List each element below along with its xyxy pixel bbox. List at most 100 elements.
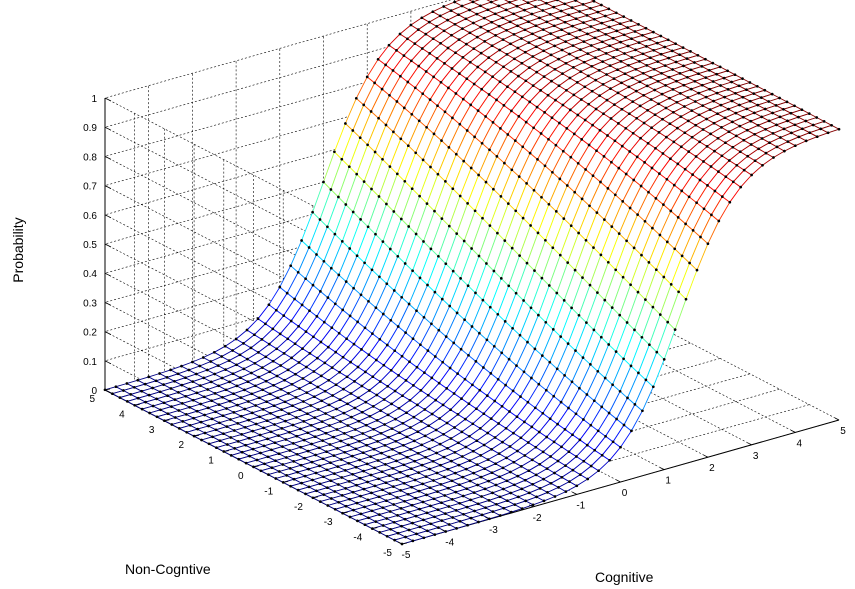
mesh-point	[582, 60, 586, 64]
mesh-point	[314, 471, 318, 475]
mesh-point	[344, 122, 347, 125]
mesh-point	[615, 417, 618, 421]
mesh-point	[620, 107, 624, 111]
mesh-point	[634, 89, 638, 93]
z-tick-mark	[104, 214, 112, 219]
mesh-point	[384, 123, 388, 127]
mesh-point	[471, 0, 475, 4]
mesh-point	[282, 352, 286, 355]
mesh-point	[667, 75, 671, 79]
mesh-point	[396, 514, 399, 517]
mesh-point	[513, 503, 517, 506]
mesh-point	[490, 44, 494, 48]
mesh-point	[549, 481, 553, 485]
mesh-point	[749, 143, 753, 146]
mesh-point	[804, 119, 808, 123]
z-gridline	[104, 0, 452, 253]
mesh-point	[837, 127, 841, 131]
mesh-point	[466, 523, 469, 527]
y-tick-mark	[194, 434, 200, 437]
mesh-point	[350, 415, 353, 419]
mesh-point	[260, 366, 264, 369]
mesh-point	[180, 402, 184, 405]
mesh-point	[450, 33, 453, 37]
mesh-point	[499, 127, 502, 130]
mesh-point	[467, 402, 471, 406]
mesh-point	[486, 29, 490, 33]
mesh-point	[440, 139, 443, 142]
mesh-point	[498, 514, 502, 517]
mesh-point	[348, 497, 351, 501]
mesh-point	[547, 202, 551, 206]
mesh-point	[439, 41, 442, 45]
y-tick-mark	[283, 481, 289, 483]
mesh-point	[552, 24, 556, 28]
mesh-point	[466, 284, 470, 288]
mesh-point	[255, 440, 258, 444]
mesh-point	[634, 48, 637, 52]
mesh-point	[438, 14, 442, 18]
mesh-point	[575, 81, 579, 84]
mesh-point	[375, 419, 379, 422]
mesh-point	[366, 143, 369, 147]
mesh-point	[261, 388, 265, 392]
mesh-point	[516, 24, 519, 28]
mesh-point	[793, 144, 797, 148]
mesh-point	[436, 104, 439, 108]
mesh-point	[352, 286, 355, 290]
mesh-point	[304, 492, 307, 496]
mesh-point	[329, 188, 333, 191]
mesh-point	[643, 219, 647, 223]
mesh-point	[582, 418, 585, 421]
mesh-point	[426, 283, 429, 287]
mesh-point	[679, 92, 682, 95]
y-tick-label: -5	[383, 548, 392, 559]
mesh-point	[185, 430, 189, 434]
mesh-point	[563, 20, 567, 24]
mesh-point	[481, 298, 485, 302]
mesh-point	[432, 479, 435, 482]
mesh-point	[297, 324, 300, 328]
mesh-point	[516, 46, 520, 50]
mesh-point	[300, 303, 304, 307]
mesh-point	[323, 361, 327, 365]
mesh-point	[589, 6, 592, 10]
mesh-point	[538, 59, 542, 63]
mesh-point	[530, 458, 534, 462]
mesh-point	[328, 424, 331, 427]
mesh-point	[305, 391, 309, 394]
mesh-point	[664, 106, 668, 110]
mesh-point	[607, 411, 611, 415]
mesh-point	[511, 326, 514, 330]
mesh-point	[611, 18, 615, 22]
mesh-point	[537, 382, 541, 386]
mesh-point	[641, 71, 645, 75]
mesh-point	[693, 79, 697, 83]
mesh-point	[144, 400, 147, 404]
mesh-point	[503, 320, 507, 323]
mesh-point	[299, 445, 303, 449]
mesh-point	[513, 90, 517, 94]
mesh-point	[640, 253, 643, 257]
mesh-point	[605, 73, 608, 76]
mesh-point	[705, 117, 708, 121]
mesh-point	[455, 232, 459, 235]
mesh-point	[648, 56, 652, 60]
mesh-point	[478, 427, 482, 430]
mesh-point	[318, 500, 322, 503]
mesh-point	[118, 396, 122, 399]
mesh-point	[484, 506, 487, 510]
mesh-point	[483, 467, 486, 471]
mesh-point	[257, 351, 260, 354]
mesh-point	[440, 217, 444, 220]
mesh-point	[376, 57, 380, 61]
mesh-point	[383, 423, 386, 426]
mesh-point	[358, 136, 362, 140]
mesh-point	[453, 451, 457, 454]
mesh-point	[579, 48, 582, 51]
mesh-point	[412, 384, 415, 387]
mesh-point	[512, 431, 515, 435]
mesh-point	[348, 515, 352, 519]
mesh-point	[446, 446, 449, 450]
mesh-point	[642, 93, 646, 97]
